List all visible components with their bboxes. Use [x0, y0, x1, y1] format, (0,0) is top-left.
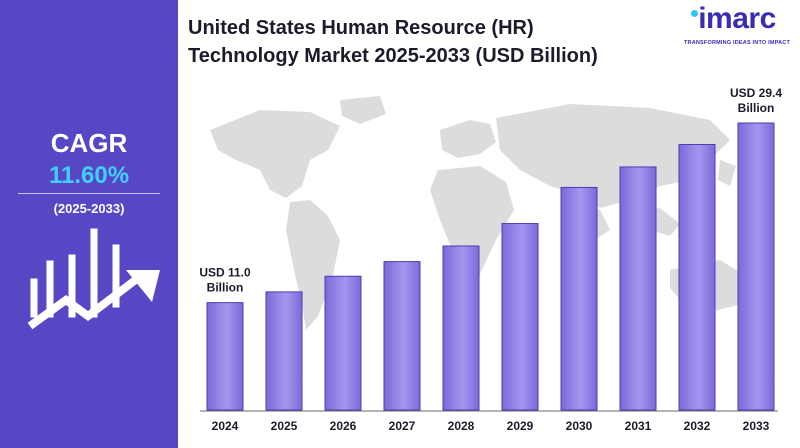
x-tick-2032: 2032: [684, 419, 711, 433]
data-label-2033-line2: Billion: [738, 101, 775, 115]
cagr-value: 11.60%: [48, 162, 130, 189]
bar-2024: [206, 302, 244, 411]
chart-title-line1: United States Human Resource (HR): [188, 17, 534, 39]
x-tick-2025: 2025: [271, 419, 298, 433]
imarc-logo: imarc TRANSFORMING IDEAS INTO IMPACT: [681, 2, 793, 54]
chart-title: United States Human Resource (HR) Techno…: [188, 14, 678, 70]
bar-2029: [501, 223, 539, 411]
world-map: [210, 96, 746, 330]
data-label-2033-line1: USD 29.4: [730, 86, 782, 100]
bar-2025: [265, 291, 303, 411]
x-tick-2030: 2030: [566, 419, 593, 433]
bar-2031: [619, 166, 657, 411]
cagr-label: CAGR: [50, 128, 128, 158]
logo-wordmark: imarc: [698, 2, 776, 35]
bar-2028: [442, 245, 480, 411]
chart-title-line2: Technology Market 2025-2033 (USD Billion…: [188, 45, 598, 67]
cagr-panel: CAGR 11.60% (2025-2033): [0, 0, 178, 448]
cagr-divider: [18, 193, 160, 194]
bar-2033: [737, 122, 775, 411]
bar-2026: [324, 275, 362, 411]
logo-tagline: TRANSFORMING IDEAS INTO IMPACT: [683, 40, 791, 46]
bar-2032: [678, 143, 716, 411]
bar-2030: [560, 186, 598, 411]
data-label-2024-line2: Billion: [207, 281, 244, 295]
x-tick-2027: 2027: [389, 419, 416, 433]
x-tick-2033: 2033: [743, 419, 770, 433]
x-tick-2028: 2028: [448, 419, 475, 433]
x-tick-2026: 2026: [330, 419, 357, 433]
x-tick-2029: 2029: [507, 419, 534, 433]
x-tick-2031: 2031: [625, 419, 652, 433]
cagr-period: (2025-2033): [53, 201, 125, 216]
data-label-2024-line1: USD 11.0: [199, 266, 251, 280]
bar-2027: [383, 261, 421, 411]
x-tick-2024: 2024: [212, 419, 239, 433]
bar-chart-growth-arrow-icon: [27, 227, 160, 330]
logo-dot-icon: [691, 10, 698, 17]
